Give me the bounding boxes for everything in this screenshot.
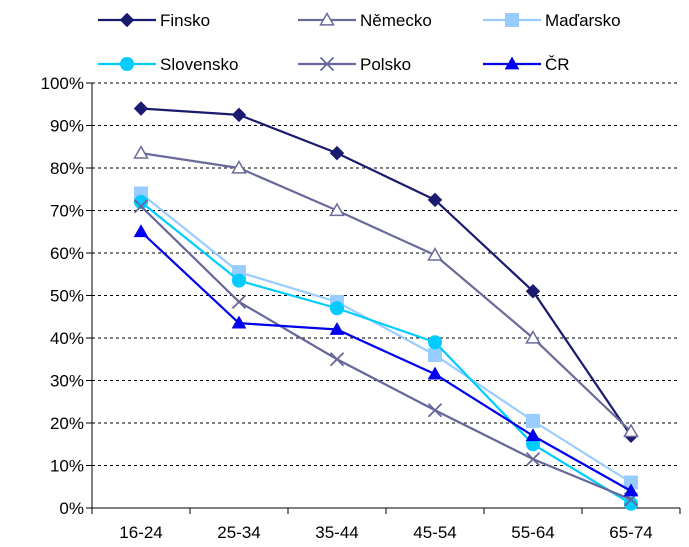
legend-label: Slovensko (160, 55, 238, 74)
data-point (525, 451, 541, 467)
series-line (140, 152, 632, 433)
legend-label: Finsko (160, 11, 210, 30)
data-point (427, 192, 443, 208)
data-point (428, 348, 442, 362)
x-tick-label: 25-34 (217, 523, 260, 542)
legend-marker (119, 12, 135, 28)
data-point (623, 423, 639, 438)
legend-marker (319, 11, 335, 26)
legend-item: Polsko (298, 55, 411, 74)
series-line (140, 201, 632, 505)
data-point (133, 199, 149, 214)
series-line (140, 230, 632, 492)
grid-lines (92, 82, 680, 466)
data-point (427, 366, 443, 380)
legend-item: Německo (298, 11, 432, 30)
y-tick-label: 90% (50, 117, 84, 136)
data-point (525, 329, 541, 344)
data-point (525, 284, 541, 299)
y-tick-label: 30% (50, 372, 84, 391)
data-point (623, 483, 639, 497)
y-tick-label: 20% (50, 414, 84, 433)
data-point (526, 413, 540, 428)
axes: 0% 10% 20% 30% 40% 50% 60% 70% 80% 90% 100% 16-24 25… (41, 74, 681, 542)
data-point (329, 321, 345, 335)
y-tick-label: 10% (50, 457, 84, 476)
legend-marker (319, 56, 335, 72)
y-tick-label: 80% (50, 159, 84, 178)
legend-marker (505, 13, 519, 27)
x-tick-label: 65-74 (609, 523, 652, 542)
x-tick-label: 45-54 (413, 523, 456, 542)
series-5 (133, 224, 639, 497)
legend-item: Finsko (98, 11, 210, 30)
data-point (525, 428, 541, 442)
y-tick-label: 0% (59, 499, 84, 518)
series-group (133, 101, 639, 511)
data-point (427, 403, 443, 418)
x-tick-label: 35-44 (315, 523, 358, 542)
series-4 (133, 199, 639, 507)
legend-item: ČR (483, 55, 570, 74)
legend-label: Maďarsko (545, 11, 621, 30)
legend-item: Slovensko (98, 55, 238, 74)
legend-item: Maďarsko (483, 11, 621, 30)
legend-label: Německo (360, 11, 432, 30)
data-point (428, 335, 442, 350)
series-1 (133, 145, 639, 438)
data-point (329, 352, 345, 367)
data-point (231, 294, 247, 310)
data-point (133, 101, 149, 116)
data-point (134, 195, 148, 209)
y-tick-label: 40% (50, 329, 84, 348)
data-point (624, 496, 638, 511)
data-point (427, 247, 443, 261)
y-tick-label: 60% (50, 244, 84, 263)
x-tick-label: 16-24 (119, 523, 162, 542)
legend-label: ČR (545, 55, 570, 74)
series-line (140, 192, 632, 484)
data-point (231, 107, 247, 123)
data-point (133, 224, 149, 238)
legend-label: Polsko (360, 55, 411, 74)
legend: Finsko Německo Maďarsko Slovensko Polsko ČR (98, 11, 621, 74)
data-point (133, 145, 149, 159)
y-tick-label: 50% (50, 287, 84, 306)
data-point (232, 273, 246, 288)
legend-marker (120, 57, 134, 71)
y-tick-label: 70% (50, 202, 84, 221)
data-point (329, 145, 345, 161)
legend-marker (504, 56, 520, 70)
series-line (140, 107, 632, 437)
series-line (140, 205, 632, 501)
data-point (330, 301, 344, 316)
data-point (231, 315, 247, 329)
data-point (329, 202, 345, 217)
data-point (231, 159, 247, 174)
y-tick-label: 100% (41, 74, 84, 93)
x-tick-label: 55-64 (511, 523, 554, 542)
